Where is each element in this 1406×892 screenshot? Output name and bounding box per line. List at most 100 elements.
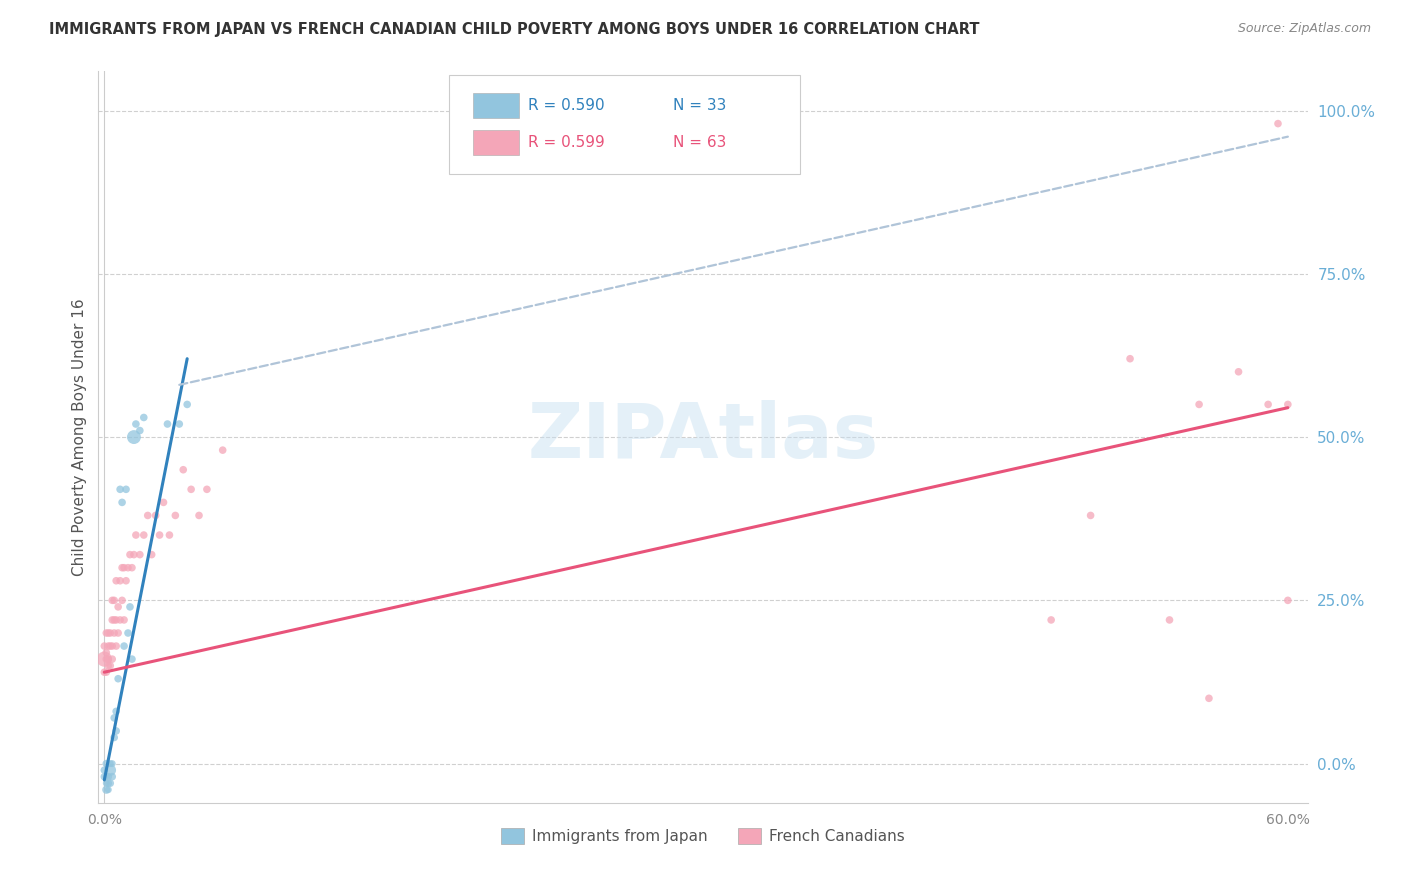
Point xyxy=(111,560,134,574)
Point xyxy=(111,495,134,509)
Point xyxy=(118,548,141,562)
Point xyxy=(1159,613,1181,627)
Point xyxy=(132,410,155,425)
Text: ZIPAtlas: ZIPAtlas xyxy=(527,401,879,474)
Point xyxy=(108,613,131,627)
Point xyxy=(107,672,129,686)
Point xyxy=(125,417,148,431)
Point xyxy=(105,723,128,738)
Point xyxy=(121,560,143,574)
Point xyxy=(156,417,179,431)
Point xyxy=(122,430,145,444)
Point xyxy=(93,763,115,777)
Legend: Immigrants from Japan, French Canadians: Immigrants from Japan, French Canadians xyxy=(495,822,911,850)
Point xyxy=(1119,351,1142,366)
Point xyxy=(101,593,124,607)
Point xyxy=(112,560,135,574)
Point xyxy=(97,770,120,784)
Point xyxy=(96,770,118,784)
Point xyxy=(1277,593,1299,607)
Point xyxy=(98,658,121,673)
Point xyxy=(93,665,115,680)
Point xyxy=(180,483,202,497)
Point xyxy=(98,776,121,790)
Point xyxy=(1080,508,1102,523)
Point xyxy=(117,560,139,574)
Point xyxy=(159,528,181,542)
Point xyxy=(107,599,129,614)
Point xyxy=(105,613,128,627)
Point xyxy=(105,705,128,719)
Point xyxy=(176,397,198,411)
Point xyxy=(211,443,233,458)
Point xyxy=(93,639,115,653)
Point xyxy=(112,613,135,627)
Point xyxy=(128,548,150,562)
Point xyxy=(101,613,124,627)
Point xyxy=(96,756,118,771)
Point xyxy=(101,756,124,771)
Point xyxy=(96,776,118,790)
Point xyxy=(108,483,131,497)
Text: IMMIGRANTS FROM JAPAN VS FRENCH CANADIAN CHILD POVERTY AMONG BOYS UNDER 16 CORRE: IMMIGRANTS FROM JAPAN VS FRENCH CANADIAN… xyxy=(49,22,980,37)
Point xyxy=(145,508,167,523)
Point xyxy=(98,626,121,640)
Text: R = 0.599: R = 0.599 xyxy=(527,135,605,150)
Point xyxy=(118,599,141,614)
FancyBboxPatch shape xyxy=(474,130,519,154)
Point xyxy=(107,626,129,640)
Point xyxy=(93,770,115,784)
Point xyxy=(188,508,211,523)
Point xyxy=(96,626,118,640)
FancyBboxPatch shape xyxy=(449,75,800,174)
Point xyxy=(112,639,135,653)
Point xyxy=(136,508,159,523)
Text: N = 33: N = 33 xyxy=(672,98,725,113)
Point xyxy=(96,782,118,797)
Point xyxy=(169,417,191,431)
Point xyxy=(97,658,120,673)
Point xyxy=(101,652,124,666)
Point xyxy=(103,711,125,725)
Point xyxy=(96,646,118,660)
Point xyxy=(165,508,187,523)
Point xyxy=(1267,117,1289,131)
Point xyxy=(103,731,125,745)
Point xyxy=(97,639,120,653)
Point xyxy=(115,483,138,497)
FancyBboxPatch shape xyxy=(474,94,519,118)
Point xyxy=(93,652,115,666)
Text: Source: ZipAtlas.com: Source: ZipAtlas.com xyxy=(1237,22,1371,36)
Point xyxy=(103,593,125,607)
Point xyxy=(121,652,143,666)
Text: N = 63: N = 63 xyxy=(672,135,725,150)
Point xyxy=(117,626,139,640)
Point xyxy=(1040,613,1063,627)
Y-axis label: Child Poverty Among Boys Under 16: Child Poverty Among Boys Under 16 xyxy=(72,298,87,576)
Point xyxy=(115,574,138,588)
Point xyxy=(148,528,170,542)
Point xyxy=(141,548,163,562)
Point xyxy=(97,782,120,797)
Point xyxy=(1277,397,1299,411)
Point xyxy=(122,548,145,562)
Point xyxy=(98,639,121,653)
Point xyxy=(1188,397,1211,411)
Point xyxy=(195,483,218,497)
Point xyxy=(1227,365,1250,379)
Point xyxy=(98,756,121,771)
Text: R = 0.590: R = 0.590 xyxy=(527,98,605,113)
Point xyxy=(172,463,194,477)
Point xyxy=(152,495,174,509)
Point xyxy=(125,528,148,542)
Point xyxy=(1198,691,1220,706)
Point xyxy=(103,626,125,640)
Point xyxy=(97,652,120,666)
Point xyxy=(96,665,118,680)
Point xyxy=(101,770,124,784)
Point xyxy=(108,574,131,588)
Point xyxy=(97,776,120,790)
Point xyxy=(98,763,121,777)
Point xyxy=(132,528,155,542)
Point xyxy=(111,593,134,607)
